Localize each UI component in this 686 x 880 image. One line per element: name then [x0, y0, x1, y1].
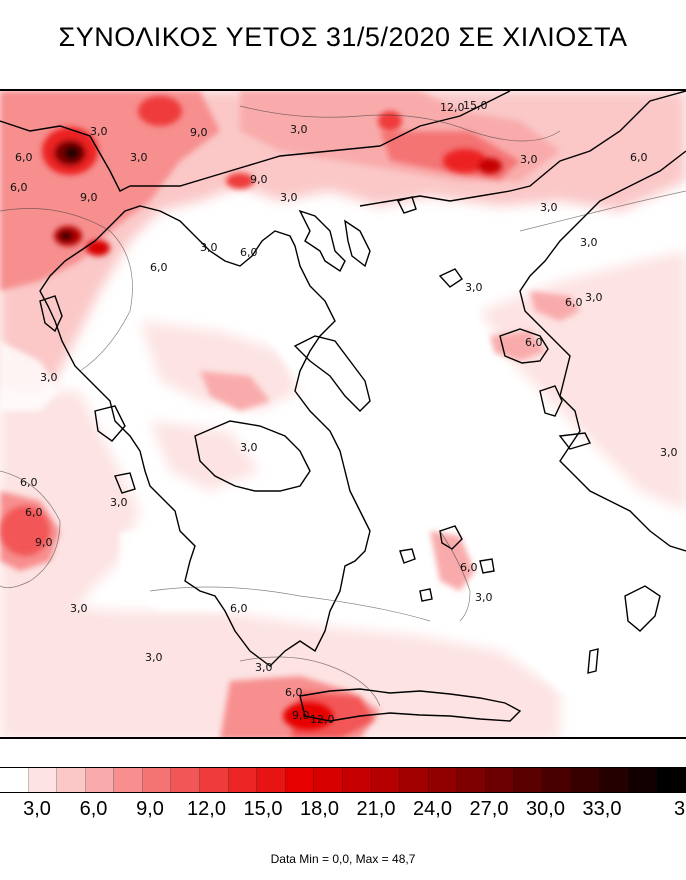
map-title: ΣΥΝΟΛΙΚΟΣ ΥΕΤΟΣ 31/5/2020 ΣΕ ΧΙΛΙΟΣΤΑ: [58, 22, 628, 52]
legend-tick-label: 12,0: [187, 798, 226, 820]
contour-label: 9,0: [292, 709, 310, 722]
legend-swatch: [257, 768, 286, 792]
contour-label: 3,0: [130, 151, 148, 164]
legend-tick-label: 3,0: [23, 798, 51, 820]
data-min-max-info: Data Min = 0,0, Max = 48,7: [270, 852, 416, 866]
contour-label: 12,0: [440, 101, 465, 114]
clear-areas: [0, 231, 686, 711]
contour-label: 15,0: [463, 99, 488, 112]
legend-tick-label: 33,0: [582, 798, 622, 820]
contour-label: 6,0: [285, 686, 303, 699]
contour-label: 3,0: [240, 441, 258, 454]
contour-label: 12,0: [310, 713, 335, 726]
precip-intense-cells: [0, 96, 502, 730]
legend-swatch: [457, 768, 486, 792]
contour-label: 3,0: [475, 591, 493, 604]
legend-swatch: [171, 768, 201, 792]
contour-label: 3,0: [280, 191, 298, 204]
legend-swatch: [28, 768, 58, 792]
contour-label: 3,0: [90, 125, 108, 138]
map-svg: 3,0 6,0 9,0 12,0 15,0 3,0 6,0 9,0 3,0 6,…: [0, 91, 686, 737]
legend-swatch: [200, 768, 229, 792]
legend-tick-label: 18,0: [300, 798, 339, 820]
legend-tick-label: 9,0: [136, 798, 164, 820]
contour-label: 3,0: [520, 153, 538, 166]
contour-label: 6,0: [525, 336, 543, 349]
contour-label: 6,0: [15, 151, 33, 164]
legend-swatch: [657, 768, 686, 792]
contour-label: 6,0: [10, 181, 28, 194]
contour-label: 9,0: [190, 126, 208, 139]
legend-swatch: [371, 768, 401, 792]
legend-swatch: [600, 768, 629, 792]
legend-swatch: [0, 768, 29, 792]
contour-label: 3,0: [660, 446, 678, 459]
contour-label: 6,0: [240, 246, 258, 259]
contour-label: 6,0: [20, 476, 38, 489]
contour-label: 3,0: [465, 281, 483, 294]
contour-label: 6,0: [630, 151, 648, 164]
legend-swatch: [85, 768, 115, 792]
legend-tick-label: 24,0: [413, 798, 452, 820]
contour-label: 3,0: [580, 236, 598, 249]
contour-label: 3,0: [255, 661, 273, 674]
legend-tick-label: 15,0: [243, 798, 283, 820]
legend-tick-labels: 3,0 6,0 9,0 12,0 15,0 18,0 21,0 24,0 27,0 30,0 33,…: [0, 798, 686, 828]
legend-swatch: [114, 768, 143, 792]
coastlines: [0, 91, 686, 722]
legend-swatch: [514, 768, 543, 792]
contour-label: 3,0: [40, 371, 58, 384]
contour-label: 9,0: [80, 191, 98, 204]
contour-label: 6,0: [230, 602, 248, 615]
contour-label: 6,0: [460, 561, 478, 574]
contour-label: 6,0: [150, 261, 168, 274]
contour-lines: [0, 105, 686, 707]
legend-colorbar: [0, 767, 686, 793]
contour-label: 3,0: [540, 201, 558, 214]
legend-tick-label: 27,0: [469, 798, 509, 820]
legend-swatch: [571, 768, 601, 792]
legend-swatch: [400, 768, 429, 792]
legend-swatch: [485, 768, 515, 792]
legend-swatch: [542, 768, 572, 792]
legend-swatch: [285, 768, 315, 792]
legend-swatch: [628, 768, 658, 792]
legend-tick-label: 3: [674, 798, 686, 820]
precipitation-map: 3,0 6,0 9,0 12,0 15,0 3,0 6,0 9,0 3,0 6,…: [0, 89, 686, 739]
contour-label: 6,0: [565, 296, 583, 309]
contour-label: 3,0: [70, 602, 88, 615]
contour-label: 3,0: [145, 651, 163, 664]
legend-swatch: [314, 768, 343, 792]
contour-label: 3,0: [200, 241, 218, 254]
legend-tick-label: 6,0: [79, 798, 108, 820]
legend-tick-label: 21,0: [356, 798, 396, 820]
legend-swatch: [428, 768, 458, 792]
legend-tick-label: 30,0: [526, 798, 565, 820]
contour-label: 9,0: [250, 173, 268, 186]
contour-label: 6,0: [25, 506, 43, 519]
legend-swatch: [142, 768, 172, 792]
legend-swatch: [342, 768, 372, 792]
contour-label: 9,0: [35, 536, 53, 549]
contour-label: 3,0: [290, 123, 308, 136]
legend-swatch: [228, 768, 258, 792]
contour-label: 3,0: [585, 291, 603, 304]
contour-label: 3,0: [110, 496, 128, 509]
legend-swatch: [57, 768, 86, 792]
contour-labels: 3,0 6,0 9,0 12,0 15,0 3,0 6,0 9,0 3,0 6,…: [10, 99, 678, 726]
